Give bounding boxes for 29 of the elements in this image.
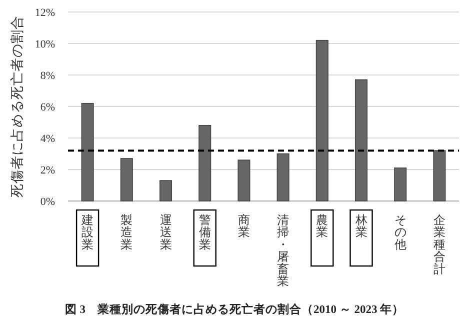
x-tick-label: 運送業 bbox=[160, 212, 172, 252]
bar bbox=[120, 158, 133, 202]
x-tick-label: 林業 bbox=[354, 212, 368, 240]
x-tick-label: 警備業 bbox=[198, 212, 211, 252]
bar bbox=[81, 102, 94, 202]
y-tick-label: 8% bbox=[40, 70, 55, 82]
x-tick-label: 商業 bbox=[238, 212, 250, 240]
y-tick-label: 4% bbox=[40, 132, 55, 145]
x-tick-label: 農業 bbox=[316, 212, 328, 240]
y-tick-label: 2% bbox=[40, 164, 55, 176]
y-tick-label: 12% bbox=[34, 6, 55, 19]
y-axis-title: 死傷者に占める死亡者の割合 bbox=[10, 16, 25, 198]
bar bbox=[433, 150, 446, 202]
x-tick-label: 製造業 bbox=[120, 212, 133, 252]
bar bbox=[159, 180, 172, 202]
bar bbox=[354, 79, 368, 202]
x-tick-label: 建設業 bbox=[80, 212, 94, 252]
x-tick-label: その他 bbox=[394, 212, 406, 252]
bar bbox=[198, 125, 212, 202]
text: 図 3 業種別の死傷者に占める死亡者の割合（2010 ～ 2023 年） bbox=[64, 302, 404, 316]
x-tick-label: 企業種合計 bbox=[433, 212, 446, 276]
y-tick-label: 6% bbox=[40, 101, 55, 114]
bar bbox=[238, 160, 250, 202]
y-tick-label: 10% bbox=[34, 38, 55, 50]
y-tick-label: 0% bbox=[40, 196, 55, 208]
bar bbox=[276, 153, 290, 202]
bar bbox=[316, 40, 328, 202]
bar bbox=[394, 168, 407, 202]
x-tick-label: 清掃・屠畜業 bbox=[277, 212, 290, 288]
